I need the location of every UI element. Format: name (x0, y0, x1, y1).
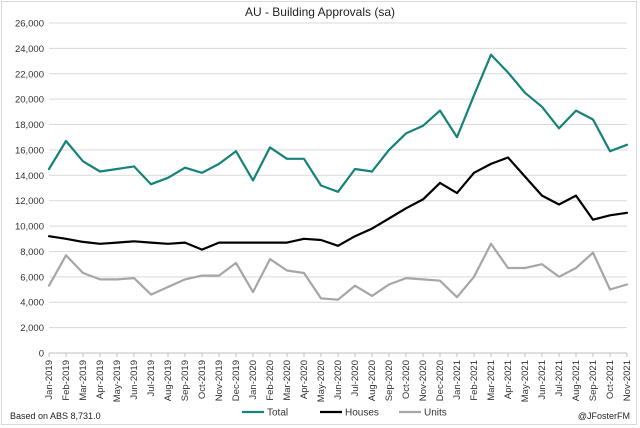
x-tick-label: Jul-2019 (146, 360, 157, 396)
x-tick-label: May-2020 (316, 360, 327, 402)
y-tick-label: 2,000 (20, 323, 44, 334)
y-tick-label: 10,000 (15, 222, 44, 233)
x-axis-ticks: Jan-2019 Feb-2019 Mar-2019 Apr-2019 May-2019… (44, 353, 633, 402)
x-tick-label: Nov-2020 (418, 360, 429, 401)
credit-note: @JFosterFM (578, 411, 630, 421)
y-tick-label: 8,000 (20, 247, 44, 258)
x-tick-label: Mar-2020 (282, 360, 293, 401)
chart-title: AU - Building Approvals (sa) (245, 5, 395, 19)
x-tick-label: May-2021 (520, 360, 531, 402)
y-tick-label: 18,000 (15, 120, 44, 131)
series-line-houses (47, 156, 629, 251)
x-tick-label: Mar-2019 (78, 360, 89, 401)
x-tick-label: May-2019 (112, 360, 123, 402)
series-lines (47, 53, 629, 301)
y-tick-label: 20,000 (15, 95, 44, 106)
x-tick-label: Nov-2021 (622, 360, 633, 401)
x-tick-label: Aug-2021 (571, 360, 582, 401)
y-tick-label: 12,000 (15, 196, 44, 207)
y-tick-label: 0 (39, 349, 44, 360)
x-tick-label: Aug-2019 (163, 360, 174, 401)
y-tick-label: 14,000 (15, 171, 44, 182)
x-tick-label: Jun-2020 (333, 360, 344, 400)
y-tick-label: 22,000 (15, 69, 44, 80)
legend-label-houses: Houses (345, 408, 379, 419)
x-tick-label: Jul-2020 (350, 360, 361, 396)
x-tick-label: Oct-2020 (401, 360, 412, 399)
legend-label-total: Total (267, 408, 288, 419)
x-tick-label: Nov-2019 (214, 360, 225, 401)
x-tick-label: Apr-2019 (95, 360, 106, 399)
x-tick-label: Dec-2020 (435, 360, 446, 401)
x-tick-label: Jun-2019 (129, 360, 140, 400)
x-tick-label: Feb-2019 (61, 360, 72, 401)
x-tick-label: Sep-2020 (384, 360, 395, 401)
y-tick-label: 26,000 (15, 19, 44, 30)
x-tick-label: Jun-2021 (537, 360, 548, 400)
series-line-units (47, 242, 629, 301)
x-tick-label: Apr-2021 (503, 360, 514, 399)
legend-label-units: Units (424, 408, 447, 419)
x-tick-label: Jan-2019 (44, 360, 55, 400)
x-tick-label: Sep-2021 (588, 360, 599, 401)
x-tick-label: Apr-2020 (299, 360, 310, 399)
series-line-total (47, 53, 629, 193)
x-tick-label: Oct-2019 (197, 360, 208, 399)
y-tick-label: 6,000 (20, 272, 44, 283)
legend: Total Houses Units (242, 408, 447, 419)
x-tick-label: Mar-2021 (486, 360, 497, 401)
x-tick-label: Feb-2021 (469, 360, 480, 401)
x-tick-label: Aug-2020 (367, 360, 378, 401)
x-tick-label: Dec-2019 (231, 360, 242, 401)
x-tick-label: Jan-2021 (452, 360, 463, 400)
y-tick-label: 4,000 (20, 298, 44, 309)
gridlines (49, 22, 627, 354)
y-tick-label: 16,000 (15, 145, 44, 156)
x-tick-label: Sep-2019 (180, 360, 191, 401)
x-tick-label: Oct-2021 (605, 360, 616, 399)
source-note: Based on ABS 8,731.0 (10, 411, 101, 421)
y-axis-ticks: 0 2,000 4,000 6,000 8,000 10,000 12,000 14,000 1… (15, 19, 44, 360)
x-tick-label: Jan-2020 (248, 360, 259, 400)
y-tick-label: 24,000 (15, 44, 44, 55)
x-tick-label: Jul-2021 (554, 360, 565, 396)
x-tick-label: Feb-2020 (265, 360, 276, 401)
